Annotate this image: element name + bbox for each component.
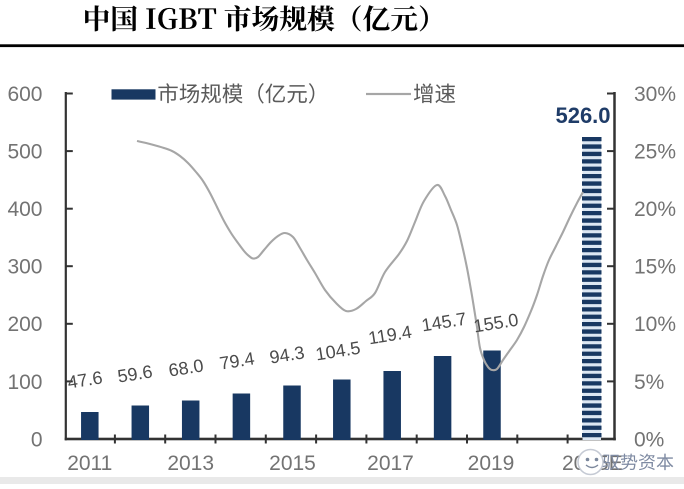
svg-text:0: 0 <box>31 428 43 451</box>
svg-text:2015: 2015 <box>269 452 316 475</box>
svg-text:2017: 2017 <box>367 452 414 475</box>
svg-text:25%: 25% <box>634 141 676 164</box>
svg-text:20%: 20% <box>634 198 676 221</box>
svg-text:10%: 10% <box>634 313 676 336</box>
svg-text:100: 100 <box>7 371 42 394</box>
svg-text:0%: 0% <box>634 428 664 451</box>
svg-text:2013: 2013 <box>167 452 214 475</box>
svg-text:526.0: 526.0 <box>555 103 610 128</box>
svg-text:15%: 15% <box>634 256 676 279</box>
svg-text:30%: 30% <box>634 83 676 106</box>
svg-text:200: 200 <box>7 313 42 336</box>
svg-text:2011: 2011 <box>67 452 112 475</box>
svg-text:5%: 5% <box>634 371 664 394</box>
svg-text:2019: 2019 <box>468 452 515 475</box>
svg-text:300: 300 <box>7 256 42 279</box>
svg-text:600: 600 <box>7 83 42 106</box>
svg-text:500: 500 <box>7 141 42 164</box>
svg-text:400: 400 <box>7 198 42 221</box>
